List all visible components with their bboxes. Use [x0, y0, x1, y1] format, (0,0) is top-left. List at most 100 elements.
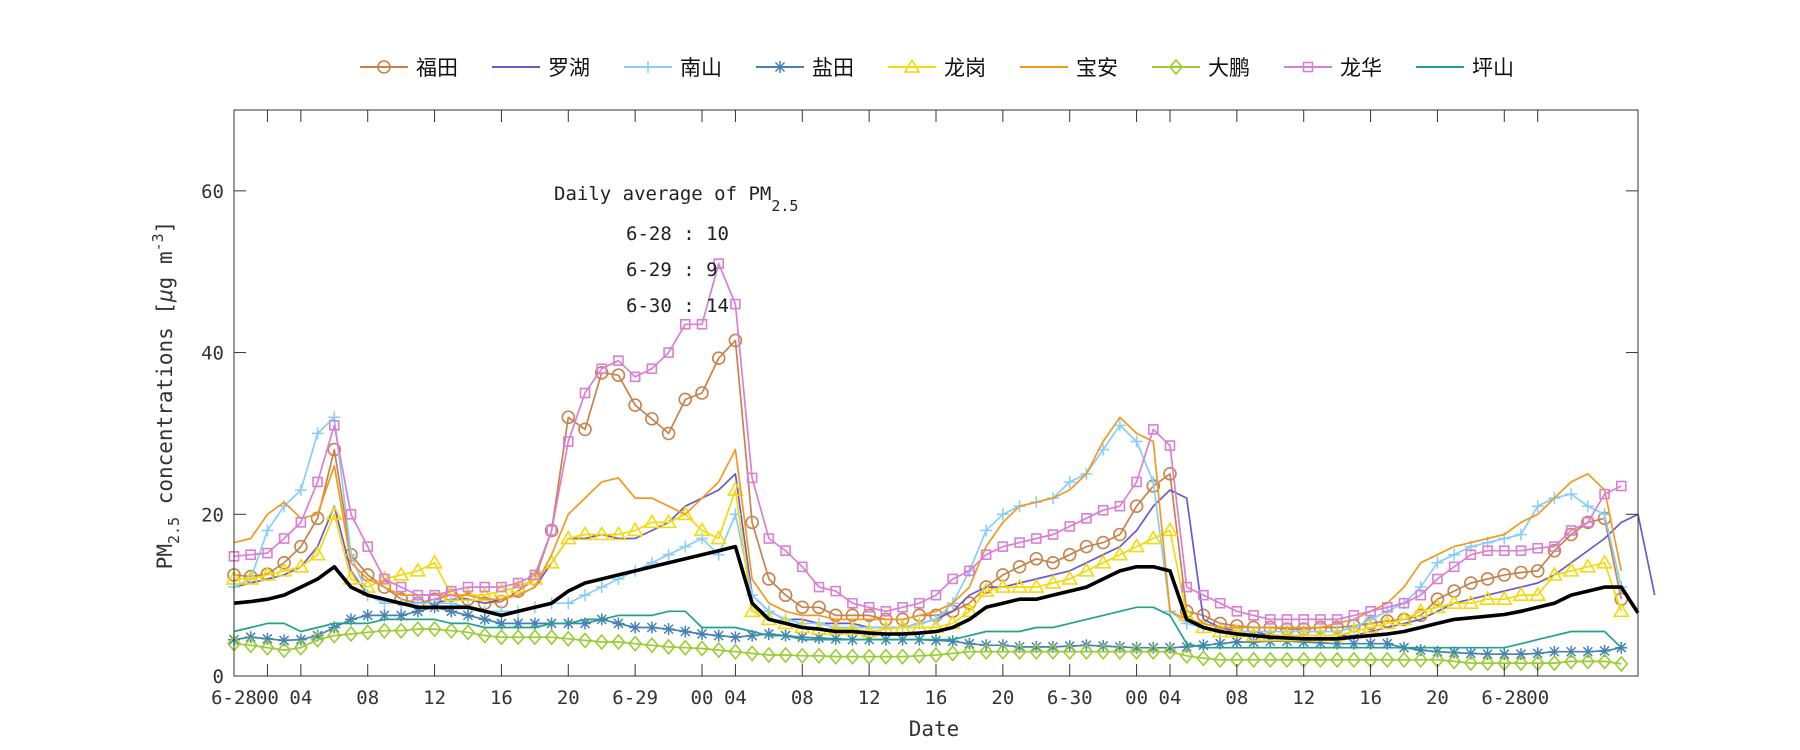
data-point	[293, 639, 308, 656]
data-point	[277, 555, 291, 570]
data-point	[1113, 419, 1126, 432]
data-point	[1094, 554, 1112, 569]
data-point	[1062, 643, 1077, 660]
data-point	[1261, 626, 1279, 642]
data-point	[713, 258, 725, 269]
data-point	[1598, 508, 1611, 521]
data-point	[1214, 597, 1226, 609]
data-point	[1395, 610, 1413, 626]
data-point	[1548, 645, 1561, 658]
data-point	[327, 442, 342, 457]
data-point	[528, 617, 541, 630]
data-point	[1147, 641, 1160, 654]
data-point	[795, 647, 810, 665]
data-point	[261, 632, 274, 645]
data-point	[1364, 637, 1377, 650]
data-point	[596, 363, 608, 375]
data-point	[577, 632, 593, 649]
data-point	[1230, 636, 1243, 649]
series-7	[228, 258, 1627, 625]
data-point	[1147, 424, 1159, 435]
data-point	[778, 588, 793, 602]
x-tick-label: 6-30	[1047, 687, 1093, 709]
data-point	[1064, 521, 1076, 532]
data-point	[312, 476, 323, 488]
data-point	[1061, 570, 1079, 585]
x-tick-label: 20	[1426, 687, 1449, 709]
data-point	[1012, 643, 1027, 660]
data-point	[1029, 643, 1044, 660]
data-point	[693, 521, 711, 537]
data-point	[509, 578, 527, 593]
data-point	[559, 529, 577, 545]
data-point	[928, 646, 944, 664]
data-point	[1044, 574, 1062, 589]
y-label-mu: μ	[153, 289, 177, 303]
data-point	[1279, 651, 1295, 669]
legend-item: 罗湖	[492, 56, 590, 80]
data-point	[476, 586, 494, 601]
legend-label: 龙岗	[944, 56, 986, 80]
data-point	[1512, 586, 1530, 601]
data-point	[1532, 542, 1544, 554]
data-point	[1549, 541, 1560, 552]
data-point	[964, 565, 975, 577]
data-point	[696, 318, 708, 330]
data-point	[410, 620, 425, 638]
data-point	[847, 597, 858, 609]
data-point	[512, 577, 524, 589]
data-point	[359, 578, 377, 593]
data-point	[1213, 651, 1228, 669]
data-point	[645, 412, 659, 426]
data-point	[1482, 545, 1493, 556]
data-point	[1063, 640, 1076, 653]
data-point	[1565, 488, 1578, 501]
data-point	[1564, 527, 1578, 542]
data-point	[661, 638, 676, 656]
data-point	[995, 643, 1010, 660]
data-point	[1565, 525, 1577, 536]
data-point	[994, 578, 1012, 593]
data-point	[1111, 546, 1129, 561]
data-point	[495, 617, 508, 630]
data-point	[1197, 639, 1210, 652]
data-point	[1448, 548, 1461, 561]
data-point	[1381, 601, 1393, 613]
data-point	[1378, 614, 1396, 630]
y-label-exp: -3	[149, 233, 167, 251]
legend-marker	[1168, 58, 1184, 76]
data-point	[1347, 637, 1360, 650]
data-point	[311, 629, 324, 642]
data-point	[626, 521, 644, 537]
data-point	[629, 621, 642, 634]
data-point	[1012, 560, 1027, 574]
series-line	[233, 339, 1623, 630]
data-point	[830, 585, 842, 597]
data-point	[1046, 555, 1060, 570]
data-point	[1515, 528, 1527, 541]
data-point	[930, 589, 942, 601]
data-point	[1297, 636, 1310, 649]
data-point	[610, 525, 627, 541]
data-point	[695, 386, 709, 400]
data-point	[1162, 643, 1178, 660]
data-point	[1062, 547, 1077, 562]
series-line	[233, 416, 1623, 629]
data-point	[478, 613, 491, 626]
x-tick-label: 12	[423, 687, 446, 709]
data-point	[1581, 500, 1594, 513]
data-point	[1096, 535, 1110, 550]
data-point	[679, 625, 692, 638]
data-point	[327, 627, 342, 644]
data-point	[712, 629, 725, 642]
data-point	[1495, 590, 1513, 605]
y-label-unit: g m	[153, 251, 177, 289]
data-point	[1128, 538, 1145, 553]
data-point	[527, 628, 542, 646]
legend-label: 宝安	[1076, 56, 1118, 80]
data-point	[378, 609, 391, 622]
data-point	[912, 647, 927, 665]
data-point	[962, 643, 977, 660]
data-point	[611, 368, 626, 383]
